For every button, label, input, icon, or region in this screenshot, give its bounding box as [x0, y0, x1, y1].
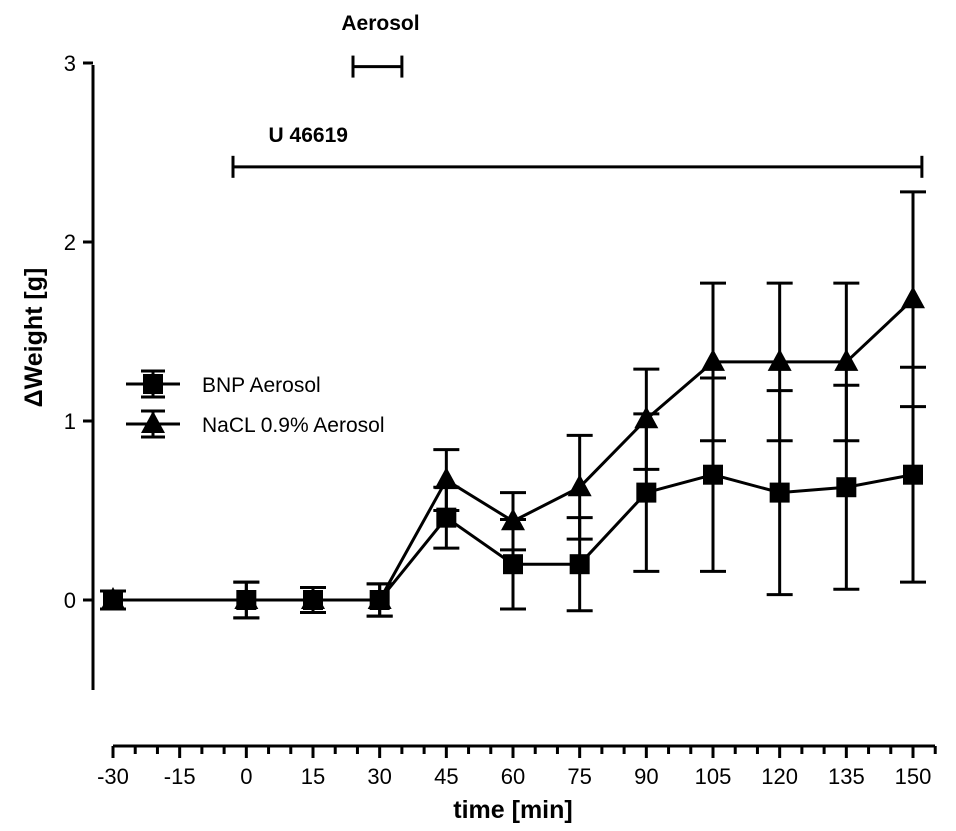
- data-point-triangle: [501, 508, 525, 531]
- x-tick-label: 60: [501, 764, 525, 789]
- x-tick-label: 120: [761, 764, 798, 789]
- legend-label: BNP Aerosol: [202, 374, 321, 397]
- data-point-square: [703, 464, 723, 485]
- y-axis-label: ΔWeight [g]: [20, 268, 48, 408]
- data-point-triangle: [634, 406, 659, 429]
- x-tick-label: -15: [164, 764, 196, 789]
- x-tick-label: 150: [895, 764, 932, 789]
- legend-marker-square: [143, 374, 163, 394]
- x-tick-label: 45: [434, 764, 458, 789]
- data-point-triangle: [767, 348, 792, 371]
- legend-marker-triangle: [141, 411, 165, 433]
- data-point-triangle: [567, 474, 592, 497]
- x-tick-label: 90: [634, 764, 658, 789]
- data-point-square: [836, 477, 857, 498]
- data-point-square: [503, 554, 523, 575]
- legend-label: NaCL 0.9% Aerosol: [202, 414, 385, 437]
- data-point-square: [436, 507, 457, 528]
- data-point-square: [903, 464, 923, 485]
- data-point-triangle: [834, 348, 859, 371]
- data-point-triangle: [367, 587, 392, 609]
- x-tick-label: -30: [97, 764, 129, 789]
- series-group: [100, 190, 926, 620]
- annotation-label: U 46619: [269, 124, 348, 147]
- data-point-triangle: [234, 587, 259, 609]
- data-point-triangle: [301, 587, 325, 609]
- annotation-label: Aerosol: [341, 12, 419, 35]
- data-point-square: [769, 482, 790, 503]
- y-tick-label: 3: [64, 51, 76, 76]
- data-point-square: [636, 482, 657, 503]
- x-tick-label: 15: [301, 764, 325, 789]
- data-point-triangle: [901, 286, 925, 309]
- axes-group: 0 1 2 3 ΔWeight [g] -30 -15 0 15 30 45 60 75 90 105 120…: [20, 51, 937, 824]
- x-tick-label: 30: [367, 764, 391, 789]
- series-nacl-aerosol: [100, 190, 926, 620]
- data-point-triangle: [434, 467, 459, 490]
- y-tick-label: 1: [64, 409, 76, 434]
- y-tick-label: 2: [64, 230, 76, 255]
- data-point-triangle: [101, 587, 125, 609]
- series-line: [113, 298, 915, 602]
- x-tick-label: 135: [828, 764, 865, 789]
- data-point-square: [569, 554, 590, 575]
- annotations-group: Aerosol U 46619: [231, 12, 924, 178]
- x-axis-label: time [min]: [453, 796, 572, 824]
- x-tick-label: 105: [695, 764, 732, 789]
- x-tick-label: 0: [240, 764, 252, 789]
- y-tick-label: 0: [64, 588, 76, 613]
- legend-group: BNP Aerosol NaCL 0.9% Aerosol: [126, 369, 385, 439]
- data-point-triangle: [701, 348, 725, 371]
- x-tick-label: 75: [567, 764, 591, 789]
